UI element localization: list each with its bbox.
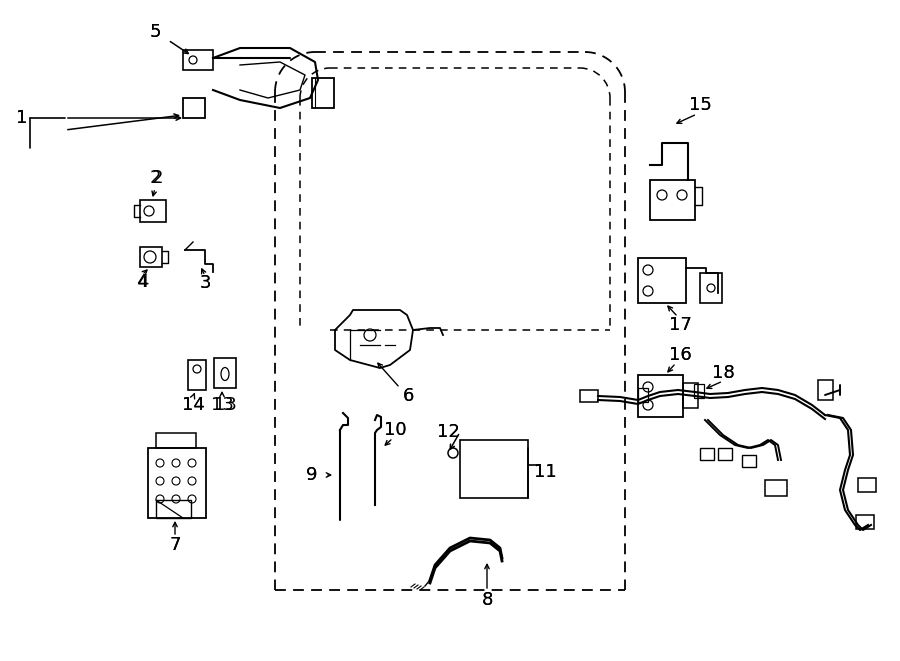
Text: 3: 3 [199,274,211,292]
Text: 6: 6 [402,387,414,405]
Bar [156,433,196,448]
Text: 14: 14 [182,396,204,414]
Bar [718,448,732,460]
Bar [694,384,704,398]
Bar [700,273,722,303]
Bar [638,375,683,417]
Text: 9: 9 [306,466,318,484]
Text: 7: 7 [169,536,181,554]
Text: 4: 4 [136,273,148,291]
Bar [140,200,166,222]
Text: 17: 17 [669,316,691,334]
Bar [765,480,787,496]
Text: 18: 18 [712,364,734,382]
Bar [188,360,206,390]
Text: 6: 6 [402,387,414,405]
Text: 15: 15 [688,96,711,114]
Bar [140,247,162,267]
Bar [156,500,191,518]
Bar [148,448,206,518]
Text: 4: 4 [137,273,148,291]
Text: 8: 8 [482,591,492,609]
Text: 9: 9 [306,466,318,484]
Text: 17: 17 [669,316,691,334]
Text: 16: 16 [669,346,691,364]
Text: 7: 7 [169,536,181,554]
Text: 11: 11 [534,463,556,481]
Text: 11: 11 [534,463,556,481]
Bar [700,448,714,460]
Text: 2: 2 [149,169,161,187]
Text: 16: 16 [669,346,691,364]
Text: 10: 10 [383,421,406,439]
Text: 14: 14 [182,396,204,414]
Text: 1: 1 [16,109,28,127]
Bar [460,440,528,498]
Text: 2: 2 [151,169,163,187]
Bar [312,78,334,108]
Text: 15: 15 [688,96,711,114]
Text: 12: 12 [436,423,459,441]
Bar [638,388,648,402]
Text: 12: 12 [436,423,459,441]
Bar [183,50,213,70]
Text: 1: 1 [16,109,28,127]
Bar [650,180,695,220]
Bar [214,358,236,388]
Bar [683,383,698,408]
Bar [818,380,833,400]
Text: 3: 3 [199,274,211,292]
Text: 13: 13 [211,396,233,414]
Text: 5: 5 [149,23,161,41]
Bar [638,258,686,303]
Text: 18: 18 [712,364,734,382]
Text: 10: 10 [383,421,406,439]
Text: 13: 13 [213,396,237,414]
Text: 5: 5 [149,23,161,41]
Bar [580,390,598,402]
Bar [742,455,756,467]
Text: 8: 8 [482,591,492,609]
Bar [856,515,874,529]
Bar [858,478,876,492]
Bar [183,98,205,118]
